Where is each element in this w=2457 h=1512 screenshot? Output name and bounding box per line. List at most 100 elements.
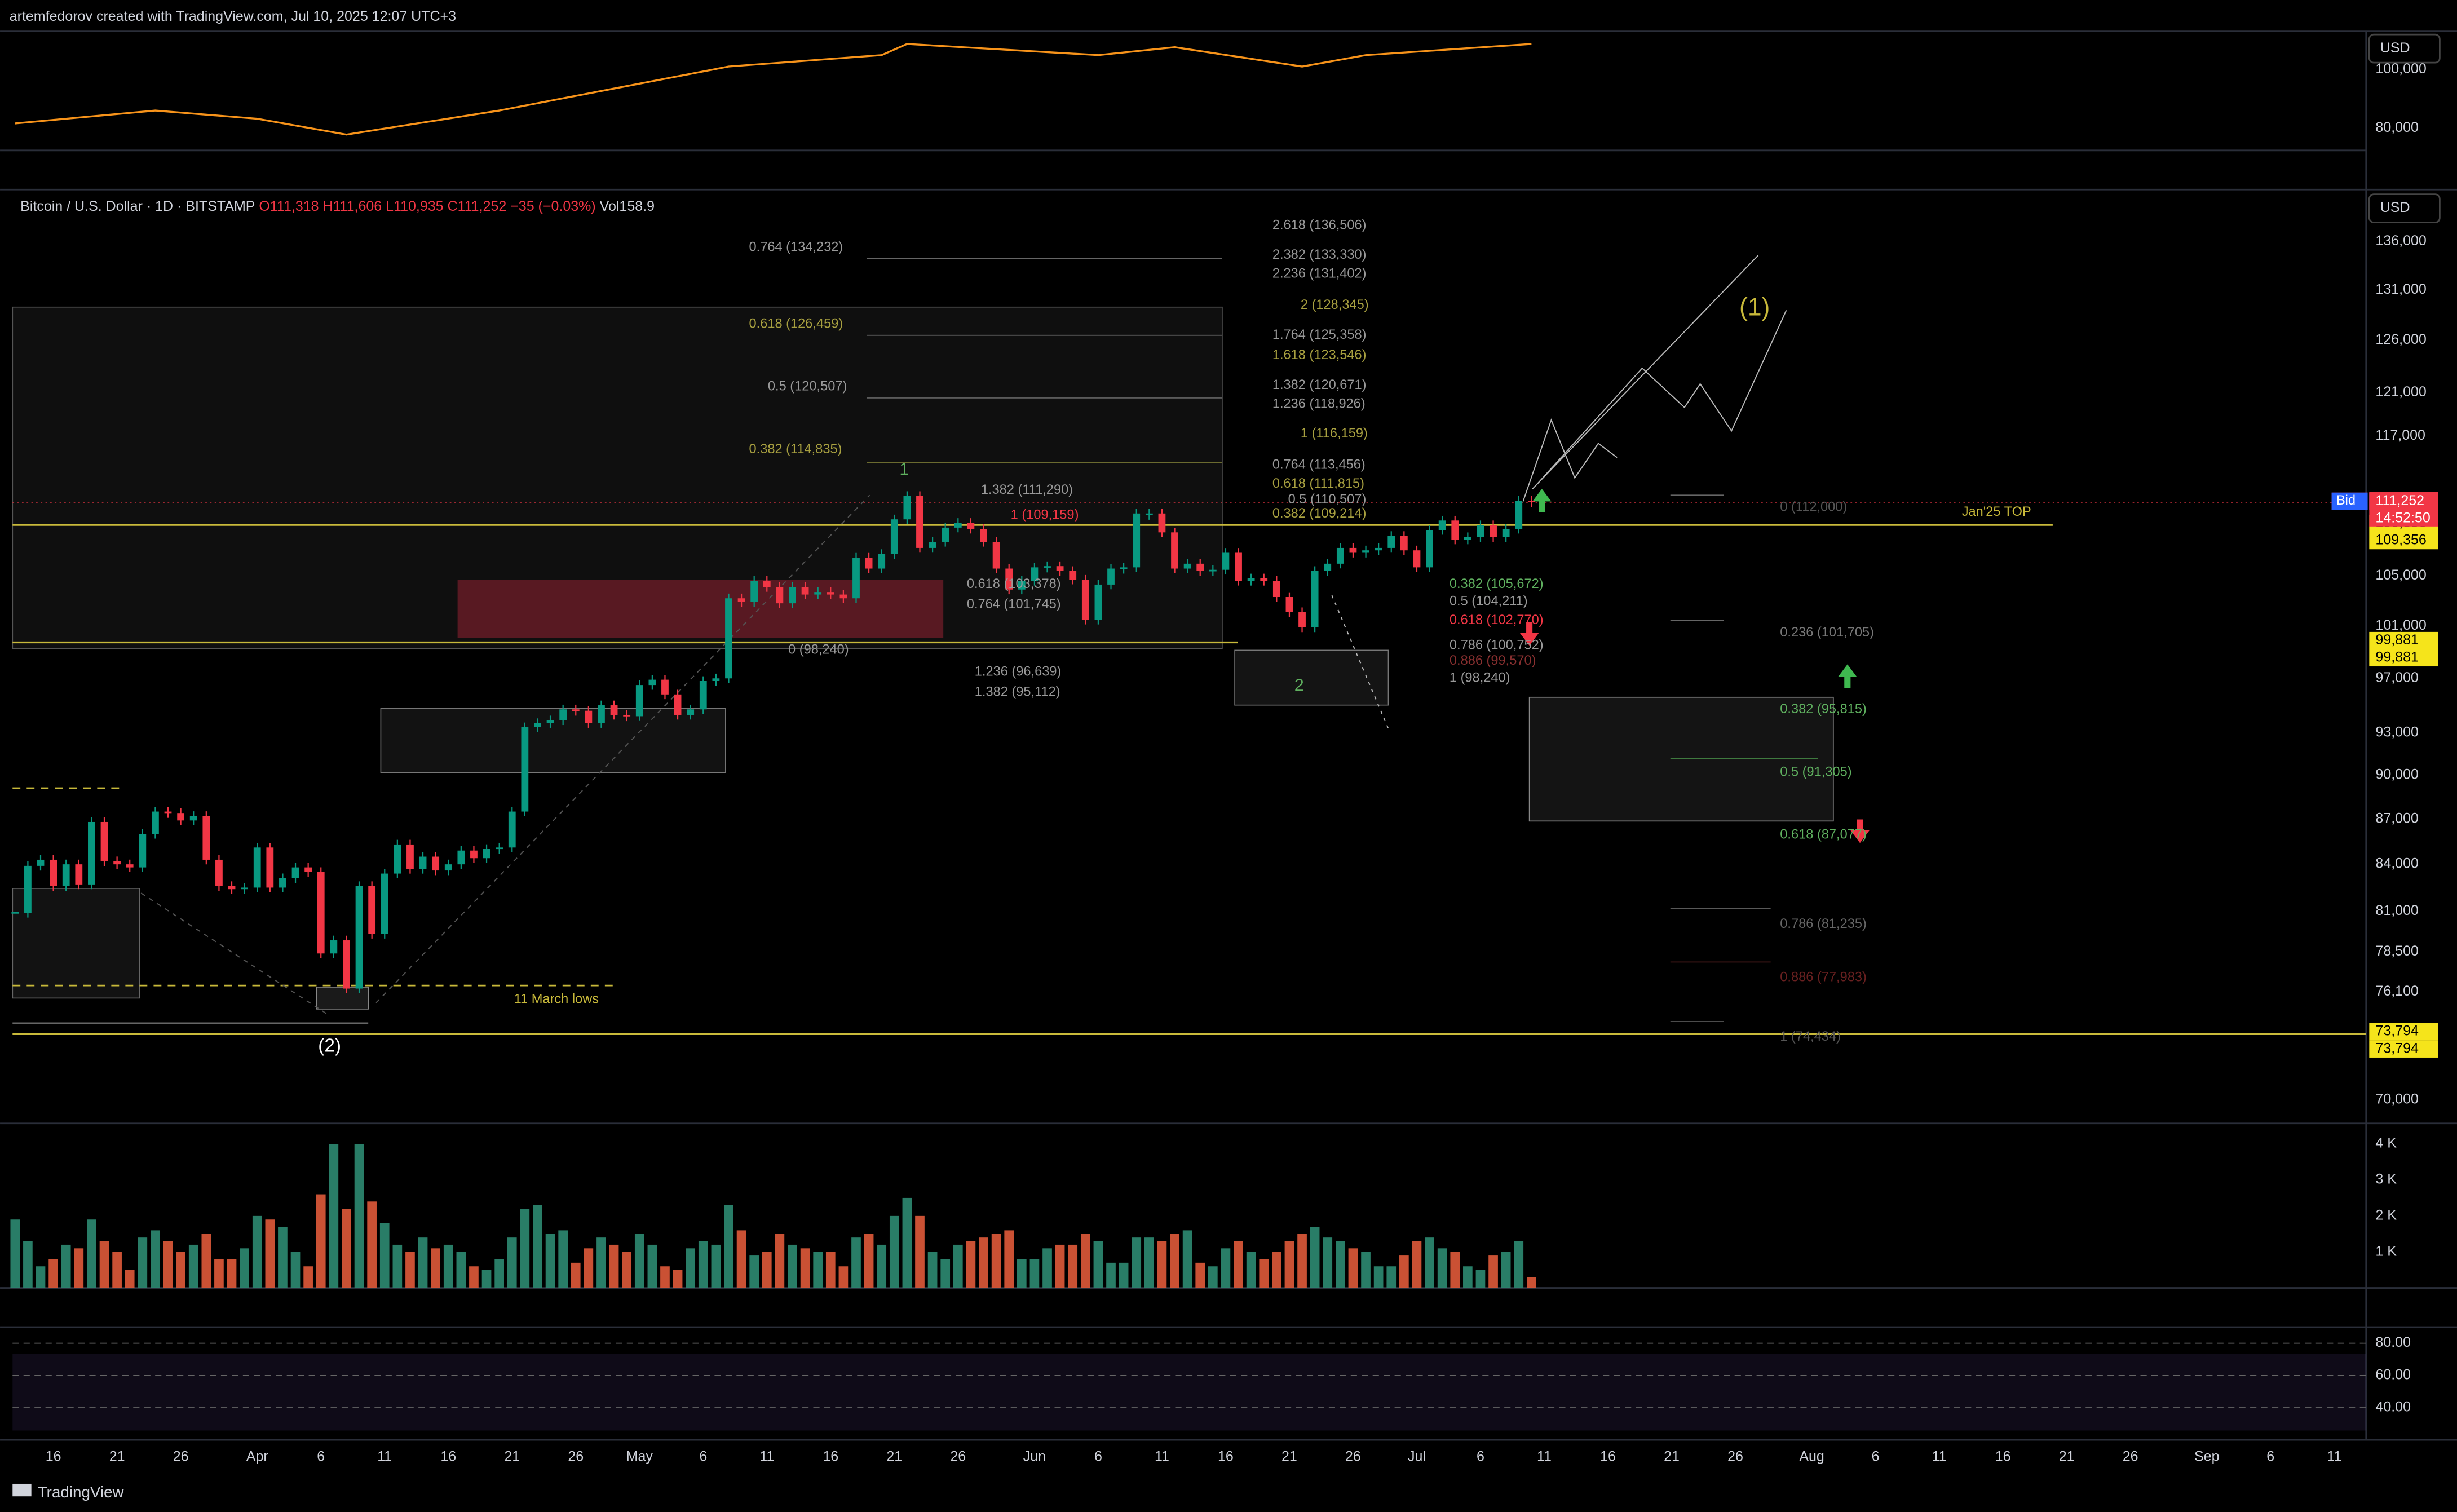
candle bbox=[1490, 525, 1497, 537]
volume-bar bbox=[889, 1215, 899, 1288]
price-tag-label: 99,881 bbox=[2375, 649, 2418, 665]
x-tick-label: 26 bbox=[950, 1448, 966, 1464]
candle bbox=[814, 592, 822, 595]
candle bbox=[598, 705, 605, 723]
candle bbox=[368, 886, 376, 934]
volume-bar bbox=[1501, 1252, 1511, 1288]
currency[interactable]: USD bbox=[2380, 200, 2410, 215]
y-tick-label: 70,000 bbox=[2375, 1091, 2418, 1107]
candle bbox=[725, 598, 732, 679]
x-tick-label: 26 bbox=[1345, 1448, 1361, 1464]
annotation: 1 (109,159) bbox=[1011, 508, 1079, 523]
candle bbox=[1081, 580, 1089, 620]
volume-bar bbox=[1055, 1244, 1065, 1288]
volume-bar bbox=[1221, 1248, 1231, 1288]
candle bbox=[343, 940, 350, 989]
volume-bar bbox=[711, 1244, 721, 1288]
volume-bar bbox=[176, 1252, 185, 1288]
candle bbox=[304, 867, 312, 872]
volume-bar bbox=[151, 1230, 160, 1288]
volume-bar bbox=[1386, 1266, 1397, 1288]
volume-bar bbox=[99, 1241, 109, 1288]
price-tag-label: 73,794 bbox=[2375, 1040, 2419, 1056]
volume-bar bbox=[558, 1230, 568, 1288]
annotation: 1 bbox=[899, 459, 909, 479]
candle bbox=[648, 679, 656, 686]
volume-bar bbox=[1336, 1241, 1345, 1288]
currency-button[interactable] bbox=[2368, 33, 2441, 64]
y-tick-label: 93,000 bbox=[2375, 724, 2418, 740]
volume-bar bbox=[23, 1241, 33, 1288]
candle bbox=[1069, 571, 1077, 580]
candle bbox=[942, 527, 949, 542]
volume-bar bbox=[788, 1244, 797, 1288]
annotation: 0.764 (101,745) bbox=[967, 597, 1061, 612]
annotation: 0.382 (109,214) bbox=[1272, 506, 1367, 521]
annotation: 2.382 (133,330) bbox=[1272, 247, 1367, 262]
legend-close: C111,252 bbox=[448, 198, 507, 214]
annotation: 0 (98,240) bbox=[788, 643, 849, 657]
volume-bar bbox=[201, 1234, 211, 1288]
x-tick-label: 16 bbox=[440, 1448, 456, 1464]
candle bbox=[253, 847, 261, 888]
volume-bar bbox=[800, 1248, 810, 1288]
volume-bar bbox=[1119, 1262, 1129, 1288]
rsi-band bbox=[12, 1354, 2366, 1431]
x-tick-label: 6 bbox=[317, 1448, 325, 1464]
candle bbox=[878, 554, 886, 569]
annotation: 1.236 (118,926) bbox=[1272, 396, 1366, 411]
x-tick-label: 21 bbox=[1664, 1448, 1680, 1464]
annotation: 0.618 (111,815) bbox=[1272, 476, 1364, 491]
annotation: 2.618 (136,506) bbox=[1272, 218, 1367, 232]
candle bbox=[559, 709, 567, 720]
volume-bar bbox=[61, 1244, 71, 1288]
candle bbox=[330, 940, 338, 954]
volume-bar bbox=[1373, 1266, 1384, 1288]
volume-bar bbox=[775, 1234, 785, 1288]
volume-bar bbox=[125, 1270, 135, 1288]
annotation: (1) bbox=[1739, 293, 1770, 321]
candle bbox=[355, 886, 363, 989]
volume-bar bbox=[1284, 1241, 1294, 1288]
credit: artemfedorov created with TradingView.co… bbox=[10, 8, 456, 24]
volume-bar bbox=[1182, 1230, 1192, 1288]
candle bbox=[890, 519, 898, 554]
volume-bar bbox=[316, 1194, 326, 1288]
volume-bar bbox=[227, 1259, 237, 1288]
x-tick-label: 21 bbox=[109, 1448, 125, 1464]
candle bbox=[737, 598, 745, 602]
volume-bar bbox=[507, 1237, 517, 1288]
volume-bar bbox=[188, 1244, 198, 1288]
annotation: 2 (128,345) bbox=[1301, 298, 1369, 312]
y-tick-label: 81,000 bbox=[2375, 903, 2418, 918]
legend-high: H111,606 bbox=[322, 198, 382, 214]
y-tick-label: 76,100 bbox=[2375, 983, 2418, 999]
volume-bar bbox=[252, 1215, 262, 1288]
rsi-tick-label: 40.00 bbox=[2375, 1399, 2411, 1415]
candle bbox=[1400, 536, 1408, 551]
y-tick-label: 126,000 bbox=[2375, 331, 2426, 347]
currency-button[interactable] bbox=[2368, 193, 2441, 224]
y-tick-label: 78,500 bbox=[2375, 943, 2418, 959]
currency[interactable]: USD bbox=[2380, 40, 2410, 56]
volume-bar bbox=[1234, 1241, 1243, 1288]
price-tag bbox=[2369, 631, 2438, 649]
level-lines bbox=[12, 502, 2366, 1035]
volume-bar bbox=[392, 1244, 403, 1288]
volume-bar bbox=[265, 1219, 275, 1288]
y-tick-label: 97,000 bbox=[2375, 670, 2418, 686]
volume-bar bbox=[1425, 1237, 1434, 1288]
volume-bar bbox=[1080, 1234, 1090, 1288]
candle bbox=[712, 678, 720, 682]
candle bbox=[177, 813, 185, 821]
x-tick-label: 11 bbox=[759, 1448, 774, 1464]
x-tick-label: 6 bbox=[1477, 1448, 1484, 1464]
annotation: 0.5 (110,507) bbox=[1288, 492, 1367, 507]
candle bbox=[1018, 581, 1026, 590]
candle bbox=[750, 581, 758, 602]
x-tick-label: 16 bbox=[1995, 1448, 2011, 1464]
rsi-tick-label: 60.00 bbox=[2375, 1367, 2411, 1382]
candle bbox=[266, 847, 274, 888]
candle bbox=[215, 859, 223, 886]
volume-bar bbox=[1208, 1266, 1218, 1288]
